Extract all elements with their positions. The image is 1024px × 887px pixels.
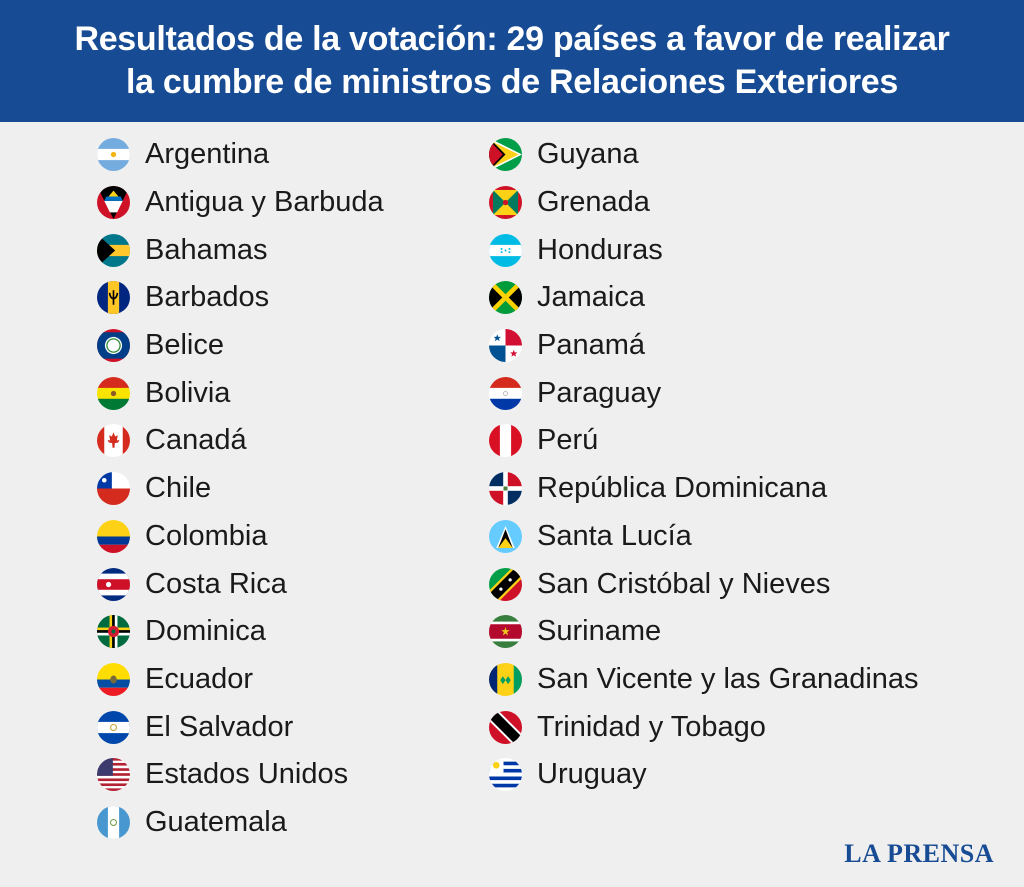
country-name: Paraguay [537, 376, 662, 409]
list-item: Uruguay [489, 751, 919, 799]
saint-kitts-nevis-flag-icon [489, 567, 522, 601]
country-name: Guatemala [145, 805, 287, 838]
list-item: Trinidad y Tobago [489, 703, 919, 751]
country-name: San Cristóbal y Nieves [537, 567, 831, 600]
list-item: Colombia [97, 513, 384, 561]
country-name: Estados Unidos [145, 758, 349, 791]
list-item: San Cristóbal y Nieves [489, 560, 919, 608]
colombia-flag-icon [97, 519, 130, 553]
ecuador-flag-icon [97, 662, 130, 696]
title-line-2: la cumbre de ministros de Relaciones Ext… [126, 63, 898, 101]
country-name: Ecuador [145, 662, 254, 695]
list-item: Guyana [489, 131, 919, 179]
country-name: Panamá [537, 329, 646, 362]
country-name: Argentina [145, 138, 270, 171]
country-name: Suriname [537, 615, 662, 648]
list-item: República Dominicana [489, 465, 919, 513]
country-name: Barbados [145, 281, 270, 314]
list-item: Suriname [489, 608, 919, 656]
title-line-1: Resultados de la votación: 29 países a f… [74, 20, 950, 58]
country-name: Santa Lucía [537, 519, 692, 552]
dominica-flag-icon [97, 615, 130, 649]
list-item: Santa Lucía [489, 513, 919, 561]
bahamas-flag-icon [97, 233, 130, 267]
guatemala-flag-icon [97, 805, 130, 839]
country-name: Honduras [537, 233, 663, 266]
list-item: Bolivia [97, 369, 384, 417]
trinidad-tobago-flag-icon [489, 710, 522, 744]
country-name: Grenada [537, 186, 650, 219]
costa-rica-flag-icon [97, 567, 130, 601]
list-item: Belice [97, 322, 384, 370]
list-item: Canadá [97, 417, 384, 465]
country-name: Trinidad y Tobago [537, 710, 766, 743]
country-name: Costa Rica [145, 567, 287, 600]
bolivia-flag-icon [97, 376, 130, 410]
guyana-flag-icon [489, 138, 522, 172]
chile-flag-icon [97, 472, 130, 506]
country-name: Dominica [145, 615, 266, 648]
country-name: Antigua y Barbuda [145, 186, 384, 219]
country-name: San Vicente y las Granadinas [537, 662, 919, 695]
uruguay-flag-icon [489, 758, 522, 792]
argentina-flag-icon [97, 138, 130, 172]
belize-flag-icon [97, 329, 130, 363]
honduras-flag-icon [489, 233, 522, 267]
barbados-flag-icon [97, 281, 130, 315]
country-name: Jamaica [537, 281, 645, 314]
list-item: Ecuador [97, 656, 384, 704]
country-name: República Dominicana [537, 472, 828, 505]
list-item: Argentina [97, 131, 384, 179]
country-name: Chile [145, 472, 212, 505]
usa-flag-icon [97, 758, 130, 792]
list-item: Honduras [489, 226, 919, 274]
header-banner: Resultados de la votación: 29 países a f… [0, 0, 1024, 122]
saint-lucia-flag-icon [489, 519, 522, 553]
country-list-left: Argentina Antigua y Barbuda Bahamas Barb… [97, 131, 384, 846]
country-name: Canadá [145, 424, 247, 457]
country-name: Bolivia [145, 376, 231, 409]
list-item: Costa Rica [97, 560, 384, 608]
country-list-right: Guyana Grenada Honduras Jamaica Panamá P… [489, 131, 919, 799]
peru-flag-icon [489, 424, 522, 458]
list-item: El Salvador [97, 703, 384, 751]
canada-flag-icon [97, 424, 130, 458]
country-name: Uruguay [537, 758, 647, 791]
page-title: Resultados de la votación: 29 países a f… [54, 18, 969, 104]
list-item: Bahamas [97, 226, 384, 274]
list-item: Antigua y Barbuda [97, 179, 384, 227]
dominican-republic-flag-icon [489, 472, 522, 506]
brand-logo: LA PRENSA [844, 839, 994, 868]
suriname-flag-icon [489, 615, 522, 649]
list-item: Barbados [97, 274, 384, 322]
country-name: Belice [145, 329, 224, 362]
list-item: Chile [97, 465, 384, 513]
country-name: Perú [537, 424, 599, 457]
list-item: San Vicente y las Granadinas [489, 656, 919, 704]
saint-vincent-flag-icon [489, 662, 522, 696]
country-name: Bahamas [145, 233, 268, 266]
el-salvador-flag-icon [97, 710, 130, 744]
list-item: Perú [489, 417, 919, 465]
jamaica-flag-icon [489, 281, 522, 315]
list-item: Dominica [97, 608, 384, 656]
list-item: Panamá [489, 322, 919, 370]
country-name: Colombia [145, 519, 268, 552]
list-item: Grenada [489, 179, 919, 227]
list-item: Paraguay [489, 369, 919, 417]
country-name: Guyana [537, 138, 639, 171]
antigua-barbuda-flag-icon [97, 186, 130, 220]
list-item: Guatemala [97, 799, 384, 847]
list-item: Estados Unidos [97, 751, 384, 799]
panama-flag-icon [489, 329, 522, 363]
grenada-flag-icon [489, 186, 522, 220]
paraguay-flag-icon [489, 376, 522, 410]
list-item: Jamaica [489, 274, 919, 322]
country-name: El Salvador [145, 710, 294, 743]
